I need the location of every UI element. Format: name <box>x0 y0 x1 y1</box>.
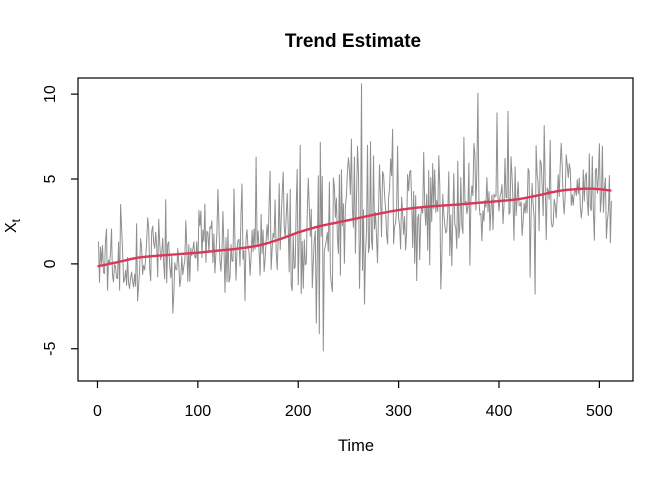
y-axis-title-subscript: t <box>9 218 24 223</box>
y-axis-tick-label: -5 <box>42 342 59 356</box>
y-axis-tick-label: 10 <box>42 85 59 103</box>
x-axis-tick-label: 500 <box>586 403 613 420</box>
x-axis-tick-label: 0 <box>93 403 102 420</box>
x-axis-tick-label: 200 <box>285 403 312 420</box>
chart-title: Trend Estimate <box>284 31 422 52</box>
x-axis-title: Time <box>337 437 375 455</box>
y-axis-tick-label: 5 <box>42 174 59 183</box>
observed-series-line <box>98 83 612 352</box>
y-axis-tick-label: 0 <box>42 259 59 268</box>
trend-line <box>97 187 612 268</box>
y-axis-title-main: X <box>2 222 20 234</box>
plot-box <box>77 77 634 382</box>
x-axis-tick-label: 100 <box>185 403 212 420</box>
x-axis-tick-label: 400 <box>486 403 513 420</box>
y-axis-title: Xt <box>3 219 23 233</box>
x-axis-tick-label: 300 <box>385 403 412 420</box>
